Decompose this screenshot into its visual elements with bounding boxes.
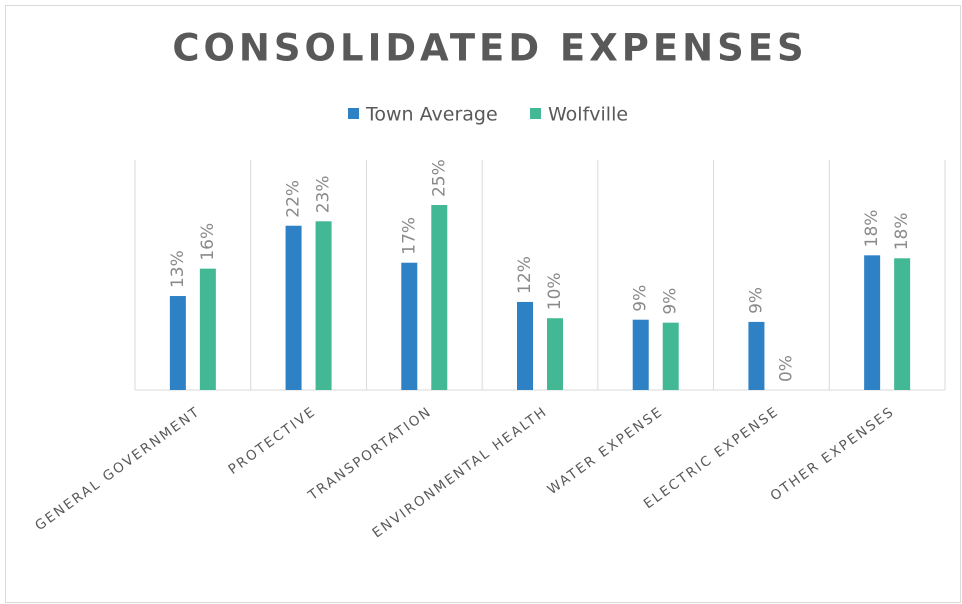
chart-title: CONSOLIDATED EXPENSES: [172, 27, 807, 70]
bar: [894, 258, 911, 390]
data-label: 23%: [314, 175, 334, 213]
data-label: 9%: [661, 288, 681, 315]
bar: [315, 221, 332, 390]
bar: [864, 255, 881, 390]
legend-swatch: [530, 108, 541, 119]
legend-label: Wolfville: [548, 104, 628, 126]
data-label: 18%: [862, 210, 882, 248]
bar: [431, 205, 448, 390]
chart-frame: [5, 5, 961, 603]
data-label: 9%: [631, 285, 651, 312]
bar: [547, 318, 563, 390]
data-label: 18%: [892, 212, 912, 250]
data-label: 9%: [746, 287, 766, 314]
bar: [169, 296, 186, 390]
data-label: 0%: [776, 355, 796, 382]
data-label: 10%: [545, 272, 565, 310]
bar: [517, 301, 533, 390]
data-label: 17%: [399, 217, 419, 255]
bar: [199, 268, 216, 390]
data-label: 22%: [284, 180, 304, 218]
data-label: 25%: [429, 159, 449, 197]
data-label: 13%: [168, 250, 188, 288]
bar: [285, 225, 302, 390]
bar: [632, 319, 649, 390]
legend-swatch: [348, 108, 359, 119]
data-label: 16%: [198, 223, 218, 261]
data-label: 12%: [515, 256, 535, 294]
bar: [748, 321, 765, 390]
bar: [401, 262, 418, 390]
bar: [662, 322, 679, 390]
legend-label: Town Average: [365, 104, 498, 126]
